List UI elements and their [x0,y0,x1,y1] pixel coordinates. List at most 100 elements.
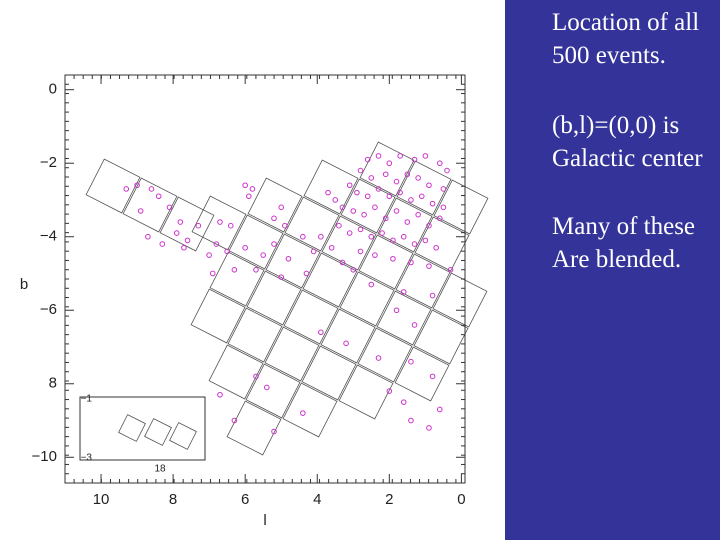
event-point [242,244,248,251]
event-point [422,237,429,244]
event-point [173,230,180,236]
y-tick-label: −10 [32,448,57,465]
event-point [436,215,443,222]
inset-label: 18 [154,464,166,475]
event-point [368,175,375,181]
event-point [227,222,234,229]
event-point [375,186,382,192]
event-point [195,222,202,229]
event-point [300,410,306,416]
slide-text: 500 events. [552,42,666,69]
event-point [393,208,400,214]
x-tick-label: 4 [313,491,321,508]
event-point [325,189,331,196]
event-point [155,193,162,200]
chart-panel [0,0,505,540]
event-point [209,270,216,277]
field [159,196,215,252]
event-point [350,267,357,273]
field [432,272,488,328]
event-point [123,186,130,192]
field [340,178,396,234]
event-point [310,248,317,255]
event-point [206,252,212,258]
event-point [336,222,342,229]
event-point [332,197,339,203]
event-point [408,197,414,203]
event-point [440,186,447,192]
y-tick-label: 0 [49,81,57,98]
field [395,253,451,309]
event-point [245,193,252,200]
field [85,158,141,214]
field [303,159,359,215]
field [144,418,172,446]
field [190,288,246,344]
event-point [386,388,393,394]
event-point [357,226,364,233]
field [282,382,338,438]
event-point [346,182,353,189]
event-point [382,215,389,222]
event-point [253,267,259,273]
field [246,270,302,326]
event-point [159,241,166,247]
event-point [386,160,393,167]
event-point [390,237,396,244]
y-tick-label: 8 [49,375,57,392]
event-point [372,204,378,211]
event-point [350,208,357,214]
event-point [166,204,173,211]
event-point [408,358,414,365]
field [377,197,433,253]
y-tick-label: −4 [40,228,57,245]
slide-text: (b,l)=(0,0) is [552,112,679,139]
event-point [278,204,285,211]
event-point [346,230,353,236]
event-point [436,406,443,413]
field [228,214,284,270]
x-tick-label: 10 [93,491,110,508]
event-point [400,233,407,240]
field [169,422,197,450]
field [209,251,265,307]
event-point [393,178,400,185]
y-tick-label: −2 [40,154,57,171]
event-point [404,171,411,178]
event-point [217,391,223,398]
event-point [400,399,407,405]
x-tick-label: 6 [241,491,249,508]
event-point [418,193,425,200]
event-point [408,259,414,266]
event-point [249,186,256,192]
field [339,271,395,327]
event-point [300,233,306,240]
event-point [364,156,371,163]
slide-text: Location of all [552,9,699,36]
event-point [271,428,277,435]
event-point [184,237,191,244]
inset-label: −3 [81,453,93,464]
field [320,308,376,364]
event-point [282,222,288,229]
event-point [231,267,238,273]
event-point [224,248,230,255]
event-point [375,153,382,159]
inset-label: −1 [81,394,93,405]
field [338,364,394,420]
event-point [368,233,375,240]
event-point [429,373,436,380]
x-tick-label: 8 [169,491,177,508]
field [284,196,340,252]
event-point [397,189,403,196]
event-point [415,175,421,181]
event-point [278,274,285,280]
field [413,309,469,365]
event-point [260,252,266,258]
event-point [426,263,432,269]
event-point [411,241,418,247]
event-point [400,289,407,295]
event-point [357,167,364,174]
event-point [368,281,375,288]
